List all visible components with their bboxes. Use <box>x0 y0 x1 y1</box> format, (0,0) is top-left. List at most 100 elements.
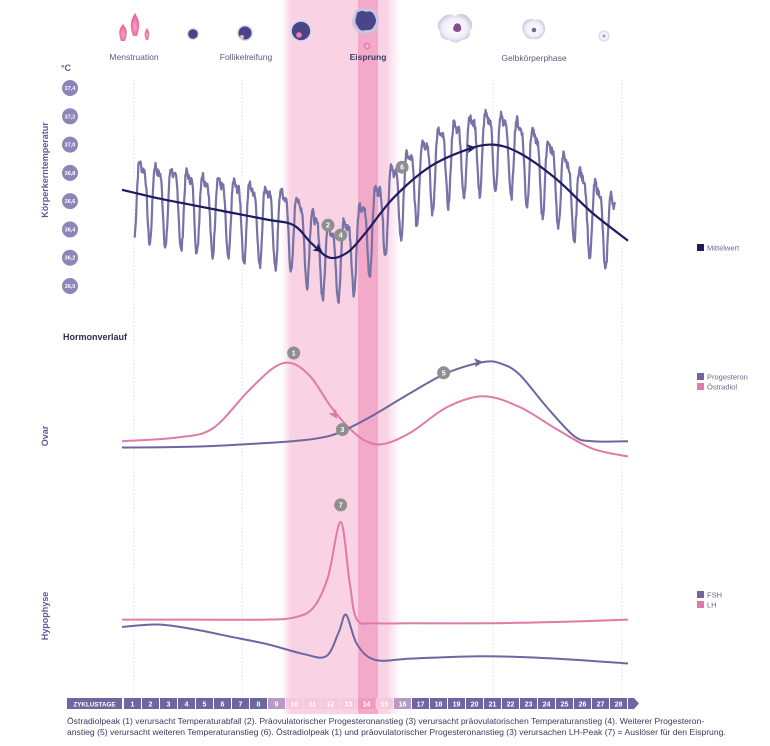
y-tick-label: 37,4 <box>65 86 77 92</box>
caption-line-2: anstieg (5) verursacht weiteren Temperat… <box>67 727 726 737</box>
y-tick: 37,0 <box>62 136 78 153</box>
y-tick: 37,4 <box>62 80 78 96</box>
day-label: 24 <box>543 701 551 708</box>
temperature-raw-line <box>133 108 617 304</box>
y-tick: 37,2 <box>62 108 78 125</box>
phase-label-follicle: Follikelreifung <box>220 52 273 62</box>
annotation-badge-1: 1 <box>287 346 301 360</box>
y-tick: 36,2 <box>62 249 78 266</box>
day-cell: 11 <box>304 698 321 709</box>
estradiol-line <box>121 361 629 458</box>
ovulation-follicle-icon <box>352 7 379 50</box>
day-label: 7 <box>239 701 243 708</box>
svg-text:3: 3 <box>341 427 345 434</box>
mean-arrow-up-icon <box>466 144 477 154</box>
day-label: 23 <box>525 701 533 708</box>
day-cell: 26 <box>574 698 591 709</box>
legend-swatch-mean <box>697 244 704 251</box>
progesterone-line <box>121 360 629 449</box>
annotation-badge-2: 2 <box>321 218 335 232</box>
day-cell: 18 <box>430 698 447 709</box>
ovary-annotations: 1 3 5 <box>287 346 451 436</box>
phase-label-luteal: Gelbkörperphase <box>501 53 566 63</box>
day-cell: 5 <box>196 698 213 709</box>
svg-text:4: 4 <box>339 233 343 240</box>
day-label: 13 <box>345 701 353 708</box>
corpus-luteum-large-icon <box>437 13 473 43</box>
day-cell: 16 <box>394 698 411 709</box>
day-label: 11 <box>309 701 317 708</box>
day-cell: 22 <box>502 698 519 709</box>
ovary-axis-label: Ovar <box>40 425 50 446</box>
day-cell: 15 <box>376 698 393 709</box>
day-label: 5 <box>203 701 207 708</box>
day-label: 28 <box>615 701 623 708</box>
day-strip-arrow-icon <box>628 698 639 709</box>
day-label: 2 <box>149 701 153 708</box>
temperature-mean-arrows <box>312 144 477 253</box>
day-cell: 23 <box>520 698 537 709</box>
y-tick-label: 36,6 <box>65 199 76 205</box>
y-tick-label: 37,0 <box>65 143 76 149</box>
y-tick: 36,6 <box>62 193 78 210</box>
legend-label-progesterone: Progesteron <box>707 373 748 382</box>
day-cell: 12 <box>322 698 339 709</box>
annotation-badge-6: 6 <box>395 160 409 174</box>
y-tick-label: 37,2 <box>65 114 76 120</box>
day-label: 16 <box>399 701 407 708</box>
day-strip-label: ZYKLUSTAGE <box>73 701 115 708</box>
y-tick-label: 36,8 <box>65 171 76 177</box>
y-tick: 36,8 <box>62 164 78 181</box>
mean-arrow-down-icon <box>312 243 323 253</box>
day-label: 6 <box>221 701 225 708</box>
day-cell: 25 <box>556 698 573 709</box>
y-tick-label: 36,2 <box>65 256 76 262</box>
day-cell: 2 <box>142 698 159 709</box>
day-label: 1 <box>131 701 135 708</box>
hormone-section-title: Hormonverlauf <box>63 332 128 342</box>
lh-line <box>122 520 629 625</box>
follicle-small-icon <box>187 28 199 40</box>
day-label: 18 <box>435 701 443 708</box>
ovulation-core-band <box>358 0 378 714</box>
day-label: 17 <box>417 701 425 708</box>
day-cell: 4 <box>178 698 195 709</box>
ovulation-band <box>281 0 401 714</box>
day-cell: 1 <box>124 698 141 709</box>
day-cells: 1 2 3 4 5 6 7 8 9 10 11 12 13 14 15 16 17 18 19 20 21 22 23 24 2… <box>124 698 627 709</box>
day-label: 26 <box>579 701 587 708</box>
temperature-mean-line <box>121 143 629 260</box>
day-cell: 6 <box>214 698 231 709</box>
hypophysis-axis-label: Hypophyse <box>40 592 50 641</box>
day-label: 12 <box>327 701 335 708</box>
progesterone-arrow-icon <box>474 358 484 368</box>
day-cell: 13 <box>340 698 357 709</box>
corpus-luteum-small-icon <box>598 30 610 42</box>
day-cell: 20 <box>466 698 483 709</box>
day-cell: 17 <box>412 698 429 709</box>
legend-label-mean: Mittelwert <box>707 244 740 253</box>
legend-swatch-estradiol <box>697 383 704 390</box>
day-cell: 8 <box>250 698 267 709</box>
fsh-line <box>121 613 629 665</box>
day-label: 22 <box>507 701 515 708</box>
legend-label-fsh: FSH <box>707 591 722 600</box>
figure-caption: Östradiolpeak (1) verursacht Temperatura… <box>67 716 767 738</box>
caption-line-1: Östradiolpeak (1) verursacht Temperatura… <box>67 716 705 726</box>
day-label: 20 <box>471 701 479 708</box>
day-label: 27 <box>597 701 605 708</box>
day-label: 9 <box>275 701 279 708</box>
legend-label-estradiol: Östradiol <box>707 383 737 392</box>
legend-swatch-fsh <box>697 591 704 598</box>
day-cell: 28 <box>610 698 627 709</box>
day-label: 14 <box>363 701 371 708</box>
day-strip-label-box <box>67 698 122 709</box>
annotation-badge-3: 3 <box>335 423 349 436</box>
svg-text:5: 5 <box>442 370 446 377</box>
day-cell: 14 <box>358 698 375 709</box>
cycle-day-strip: ZYKLUSTAGE 1 2 3 4 5 6 7 8 9 10 11 12 13 14 15 16 17 18 19… <box>67 698 639 709</box>
day-label: 3 <box>167 701 171 708</box>
day-cell: 24 <box>538 698 555 709</box>
hypophysis-annotations: 7 <box>334 498 348 512</box>
annotation-badge-5: 5 <box>437 366 451 380</box>
